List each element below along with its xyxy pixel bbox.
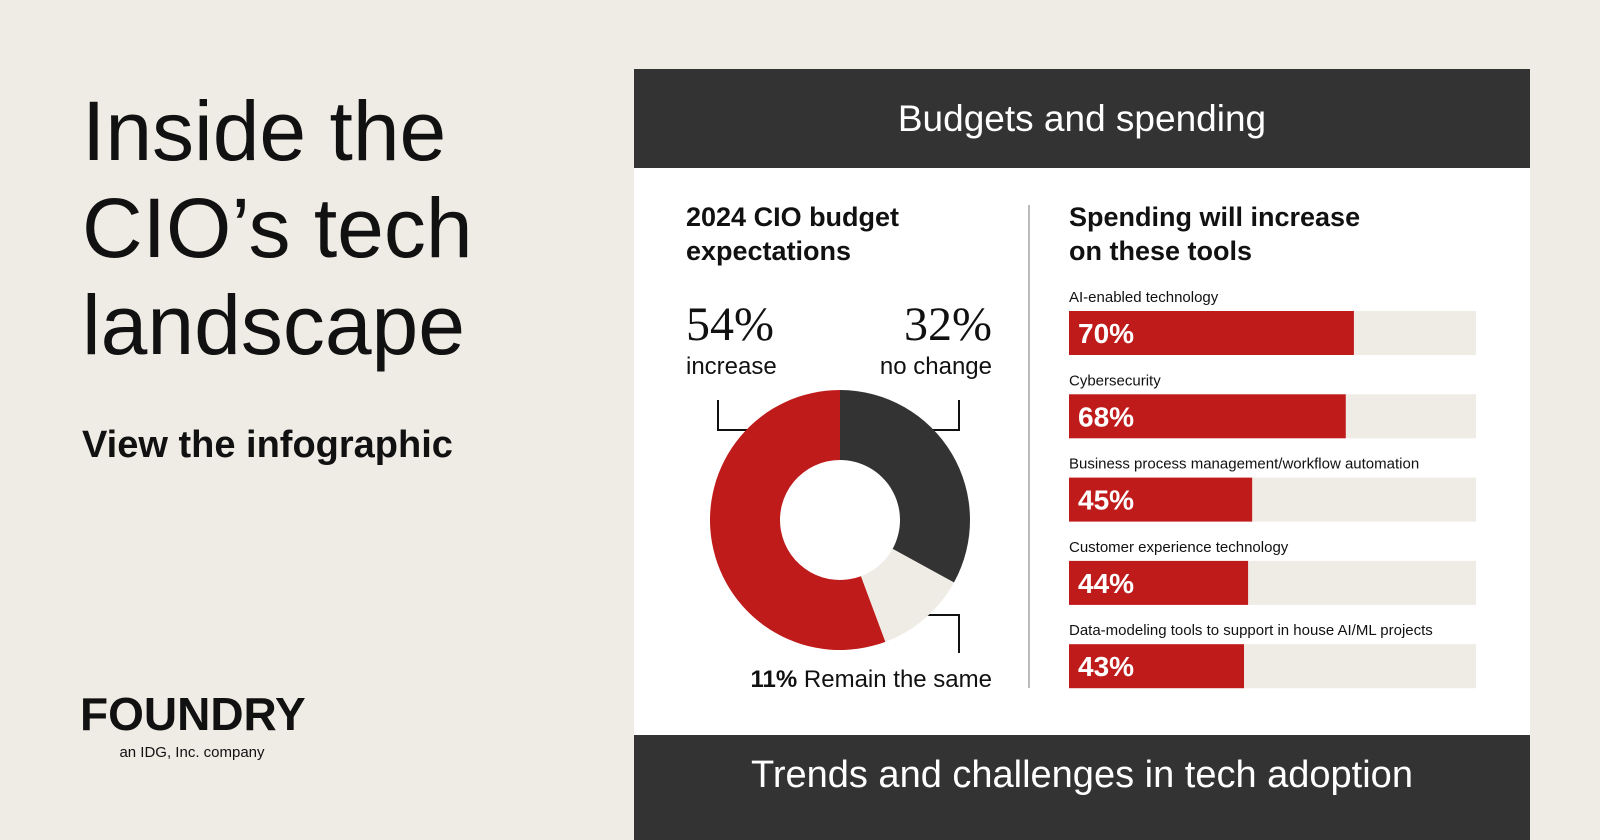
bar	[1069, 560, 1249, 605]
category-label: Cybersecurity	[1069, 372, 1161, 389]
category-label: Remain the same	[804, 666, 992, 693]
panel-footer: Trends and challenges in tech adoption	[634, 735, 1530, 840]
value-label: 11%	[751, 666, 798, 693]
value-label: 44%	[1078, 568, 1134, 599]
value-label: 43%	[1078, 651, 1134, 682]
value-label: 32%	[904, 298, 992, 351]
category-label: increase	[686, 353, 777, 380]
donut-slice	[710, 390, 886, 650]
category-label: Data-modeling tools to support in house …	[1069, 622, 1433, 639]
category-label: Customer experience technology	[1069, 539, 1289, 556]
bracket	[923, 400, 960, 431]
value-label: 54%	[686, 298, 774, 351]
panel-heading: Budgets and spending	[634, 69, 1530, 168]
label-group: 11% Remain the same	[751, 666, 992, 693]
bracket	[717, 400, 755, 431]
bar	[1069, 311, 1354, 355]
chart-title: 2024 CIO budget expectations	[686, 202, 900, 266]
category-label: AI-enabled technology	[1069, 289, 1219, 306]
logo: FOUNDRY	[80, 688, 306, 740]
donut-slice	[860, 548, 954, 642]
category-label: Business process management/workflow aut…	[1069, 456, 1419, 473]
bar	[1069, 644, 1245, 689]
category-label: no change	[880, 353, 992, 380]
value-label: 45%	[1078, 485, 1134, 516]
donut-slice	[840, 390, 971, 583]
bar	[1069, 477, 1253, 522]
bar	[1069, 394, 1346, 439]
title-line: landscape	[82, 278, 465, 372]
cta[interactable]: View the infographic	[82, 424, 453, 466]
title-line: Inside the	[82, 84, 446, 178]
bracket	[923, 614, 960, 653]
value-label: 68%	[1078, 401, 1134, 432]
tagline: an IDG, Inc. company	[119, 744, 265, 761]
brackets	[717, 400, 960, 653]
title-line: CIO’s tech	[82, 181, 473, 275]
chart-title: Spending will increase on these tools	[1069, 202, 1361, 266]
value-label: 70%	[1078, 318, 1134, 349]
